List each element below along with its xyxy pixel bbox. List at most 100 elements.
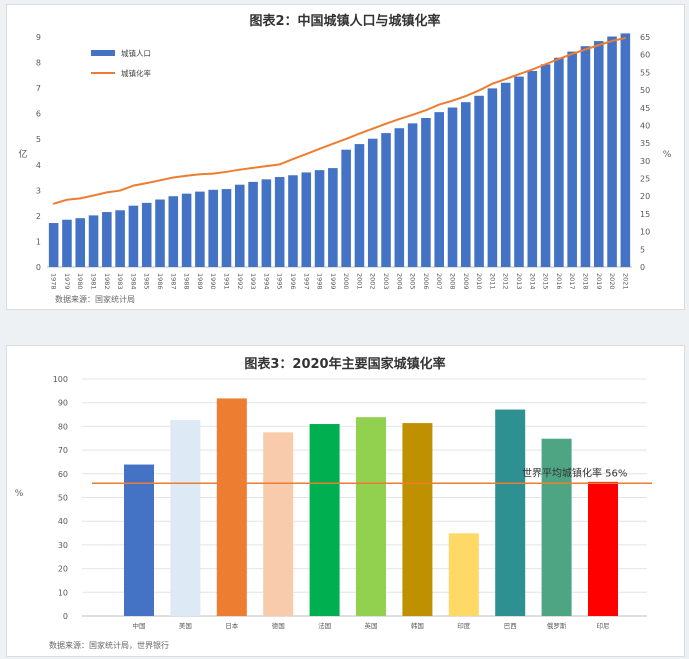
x-tick-label: 2018: [581, 273, 589, 290]
bar-urban-population: [62, 219, 72, 267]
x-tick-label: 俄罗斯: [547, 621, 567, 630]
point-urbanization-rate: [597, 44, 600, 47]
bar-urban-population: [421, 118, 431, 267]
legend-label-population: 城镇人口: [121, 48, 151, 58]
bar-urban-population: [115, 210, 125, 267]
x-tick-label: 2007: [435, 273, 443, 290]
bar-country-urbanization: [402, 423, 433, 616]
legend: 城镇人口 城镇化率: [91, 48, 151, 78]
y-right-tick-label: 50: [640, 86, 650, 95]
point-urbanization-rate: [185, 174, 188, 177]
bar-urban-population: [540, 64, 551, 267]
y-right-tick-label: 25: [640, 175, 650, 184]
y-tick-label: 60: [58, 470, 68, 479]
x-tick-label: 1999: [329, 273, 337, 290]
y-tick-label: 100: [53, 375, 68, 384]
x-tick-label: 德国: [272, 621, 285, 630]
y-left-tick-label: 1: [36, 237, 41, 246]
x-tick-label: 1978: [50, 273, 58, 290]
bar-urban-population: [381, 133, 391, 267]
x-tick-label: 1983: [116, 273, 124, 290]
x-tick-label: 印尼: [597, 622, 610, 630]
y-left-tick-label: 5: [36, 135, 41, 144]
bar-urban-population: [474, 95, 484, 267]
bar-urban-population: [155, 199, 165, 267]
point-urbanization-rate: [345, 138, 348, 140]
bar-urban-population: [274, 177, 285, 267]
bar-urban-population: [168, 196, 179, 267]
x-tick-label: 2009: [462, 273, 470, 290]
y-left-tick-label: 0: [36, 263, 41, 272]
legend-swatch-population: [91, 50, 115, 56]
point-urbanization-rate: [464, 95, 467, 97]
point-urbanization-rate: [438, 103, 441, 106]
y-right-tick-label: 35: [640, 139, 650, 148]
point-urbanization-rate: [571, 53, 574, 55]
x-tick-label: 2014: [528, 273, 536, 290]
y-tick-label: 50: [58, 494, 68, 503]
y-right-tick-label: 40: [640, 121, 650, 130]
x-tick-label: 2010: [475, 273, 483, 290]
point-urbanization-rate: [52, 202, 55, 205]
y-left-tick-label: 3: [36, 186, 41, 195]
x-tick-label: 2020: [608, 273, 616, 290]
x-tick-label: 1988: [183, 273, 191, 290]
bar-urban-population: [567, 51, 577, 267]
x-tick-label: 2003: [382, 273, 390, 290]
point-urbanization-rate: [518, 73, 520, 76]
point-urbanization-rate: [145, 182, 148, 185]
bar-urban-population: [514, 76, 524, 267]
bar-country-urbanization: [495, 409, 526, 616]
bar-urban-population: [235, 184, 245, 267]
point-urbanization-rate: [305, 153, 308, 156]
y-left-tick-label: 6: [36, 110, 41, 119]
x-tick-label: 1994: [262, 273, 270, 290]
x-tick-label: 2016: [555, 273, 563, 290]
bar-urban-population: [102, 212, 112, 267]
x-tick-label: 2000: [342, 273, 350, 290]
bar-urban-population: [461, 102, 471, 267]
chart-panel-country-urbanization: 图表3：2020年主要国家城镇化率 % 数据来源：国家统计局，世界银行 0 10 2…: [6, 345, 685, 657]
point-urbanization-rate: [398, 118, 401, 120]
point-urbanization-rate: [358, 132, 361, 135]
y-tick-label: 20: [58, 565, 68, 574]
point-urbanization-rate: [504, 78, 507, 81]
reference-line-label: 世界平均城镇化率 56%: [522, 466, 627, 479]
y-right-tick-label: 65: [640, 33, 650, 42]
x-tick-label: 2006: [422, 273, 430, 290]
point-urbanization-rate: [331, 142, 334, 145]
line-urbanization-rate: [53, 37, 626, 205]
y-axis-title: %: [15, 489, 24, 499]
x-tick-label: 2005: [409, 273, 417, 290]
x-tick-label: 巴西: [504, 622, 518, 630]
bar-country-urbanization: [309, 424, 340, 616]
urban-population-chart: 图表2：中国城镇人口与城镇化率 城镇人口 城镇化率 亿 % 数据来源：国家统计局…: [18, 13, 671, 304]
x-tick-label: 1984: [129, 273, 137, 290]
x-tick-label: 1993: [249, 273, 257, 290]
bar-country-urbanization: [170, 420, 201, 616]
bar-urban-population: [328, 168, 338, 267]
x-tick-label: 1980: [76, 273, 84, 290]
x-tick-label: 2019: [595, 273, 603, 290]
x-tick-label: 英国: [365, 621, 378, 630]
bar-urban-population: [301, 172, 312, 267]
x-tick-label: 1992: [236, 273, 244, 290]
x-tick-label: 美国: [179, 621, 192, 630]
chart-title: 图表3：2020年主要国家城镇化率: [244, 356, 445, 372]
y-right-tick-label: 10: [640, 228, 650, 237]
point-urbanization-rate: [225, 170, 228, 173]
bar-urban-population: [354, 144, 365, 267]
y-left-tick-label: 7: [36, 84, 41, 93]
point-urbanization-rate: [425, 109, 427, 112]
y-right-tick-label: 60: [640, 51, 650, 60]
point-urbanization-rate: [252, 167, 254, 169]
y-tick-label: 90: [58, 399, 68, 408]
bar-urban-population: [434, 112, 444, 267]
point-urbanization-rate: [159, 179, 161, 182]
bar-urban-population: [88, 215, 99, 267]
bar-urban-population: [607, 36, 617, 268]
y-left-tick-label: 2: [36, 212, 41, 221]
bar-urban-population: [580, 46, 591, 268]
x-tick-label: 1991: [222, 273, 230, 290]
bar-urban-population: [141, 202, 152, 267]
